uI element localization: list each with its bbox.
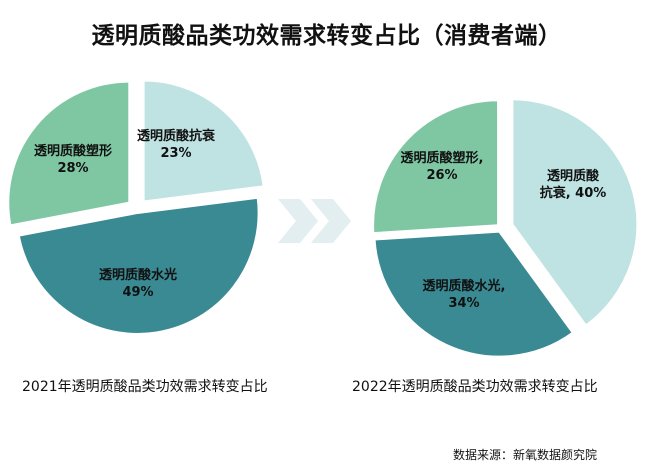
chevron-arrow-2 [311,199,351,243]
caption-2022: 2022年透明质酸品类功效需求转变占比 [352,379,598,395]
data-source: 数据来源：新氧数据颜究院 [452,448,597,462]
pie-0-slice-hydration [17,196,260,335]
pie-0-slice-shaping [7,80,131,227]
pie-1-label-shaping: 透明质酸塑形, 26% [401,150,484,183]
pie-1-label-anti_aging: 透明质酸抗衰, 40% [540,168,607,201]
pie-1-slice-hydration [373,230,575,358]
pie-1-slice-anti_aging [511,98,639,327]
pie-0-label-shaping: 透明质酸塑形 28% [34,143,112,176]
pie-1-label-hydration: 透明质酸水光, 34% [423,278,506,311]
pie-0-label-hydration: 透明质酸水光 49% [99,267,177,300]
pie-1-slice-shaping [372,99,500,235]
pie-0-slice-anti_aging [142,79,265,203]
chevron-arrow-1 [278,199,318,243]
chart-title: 透明质酸品类功效需求转变占比（消费者端） [91,23,562,49]
pie-0-label-anti_aging: 透明质酸抗衰 23% [137,128,216,161]
caption-2021: 2021年透明质酸品类功效需求转变占比 [22,379,268,395]
